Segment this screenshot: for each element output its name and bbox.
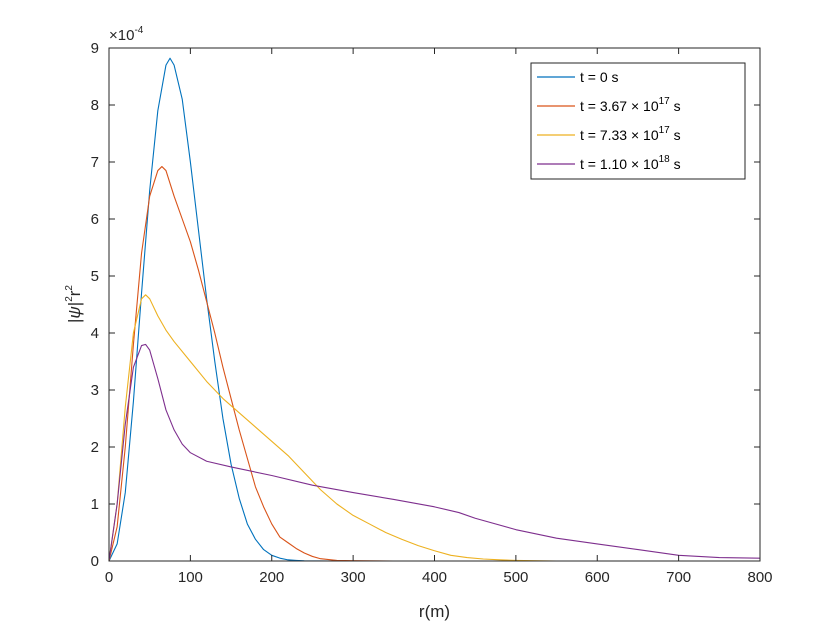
x-tick-label: 400 (422, 569, 447, 586)
y-tick-label: 0 (91, 553, 99, 570)
y-tick-label: 5 (91, 268, 99, 285)
x-tick-label: 300 (341, 569, 366, 586)
y-tick-label: 3 (91, 382, 99, 399)
exponent-base: ×10 (109, 27, 134, 44)
y-tick-label: 9 (91, 40, 99, 57)
y-exponent-label: ×10-4 (109, 25, 144, 44)
x-tick-label: 0 (105, 569, 113, 586)
legend-box (530, 62, 746, 180)
y-tick-label: 6 (91, 211, 99, 228)
y-tick-label: 4 (91, 325, 99, 342)
y-axis: 0 1 2 3 4 5 6 7 8 9 (91, 40, 760, 570)
x-tick-label: 700 (666, 569, 691, 586)
x-axis: 0 100 200 300 400 500 600 700 800 (105, 48, 773, 586)
series-line-3 (108, 294, 760, 562)
y-tick-label: 8 (91, 97, 99, 114)
legend-entry: t = 7.33 × 1017 s (580, 125, 681, 143)
y-tick-label: 1 (91, 496, 99, 513)
series-line-2 (108, 166, 760, 562)
series-line-4 (108, 343, 761, 562)
y-tick-label: 2 (91, 439, 99, 456)
legend-entry: t = 0 s (580, 69, 619, 85)
y-axis-label: |ψ|2r2 (64, 285, 84, 323)
y-tick-label: 7 (91, 154, 99, 171)
legend-entry: t = 1.10 × 1018 s (580, 154, 681, 172)
x-tick-label: 200 (259, 569, 284, 586)
exponent-power: -4 (134, 25, 143, 36)
x-tick-label: 600 (585, 569, 610, 586)
legend-entry: t = 3.67 × 1017 s (580, 96, 681, 114)
x-tick-label: 500 (503, 569, 528, 586)
x-axis-label: r(m) (419, 602, 450, 621)
x-tick-label: 800 (747, 569, 772, 586)
legend: t = 0 s t = 3.67 × 1017 s t = 7.33 × 1017 … (530, 62, 746, 180)
x-tick-label: 100 (178, 569, 203, 586)
